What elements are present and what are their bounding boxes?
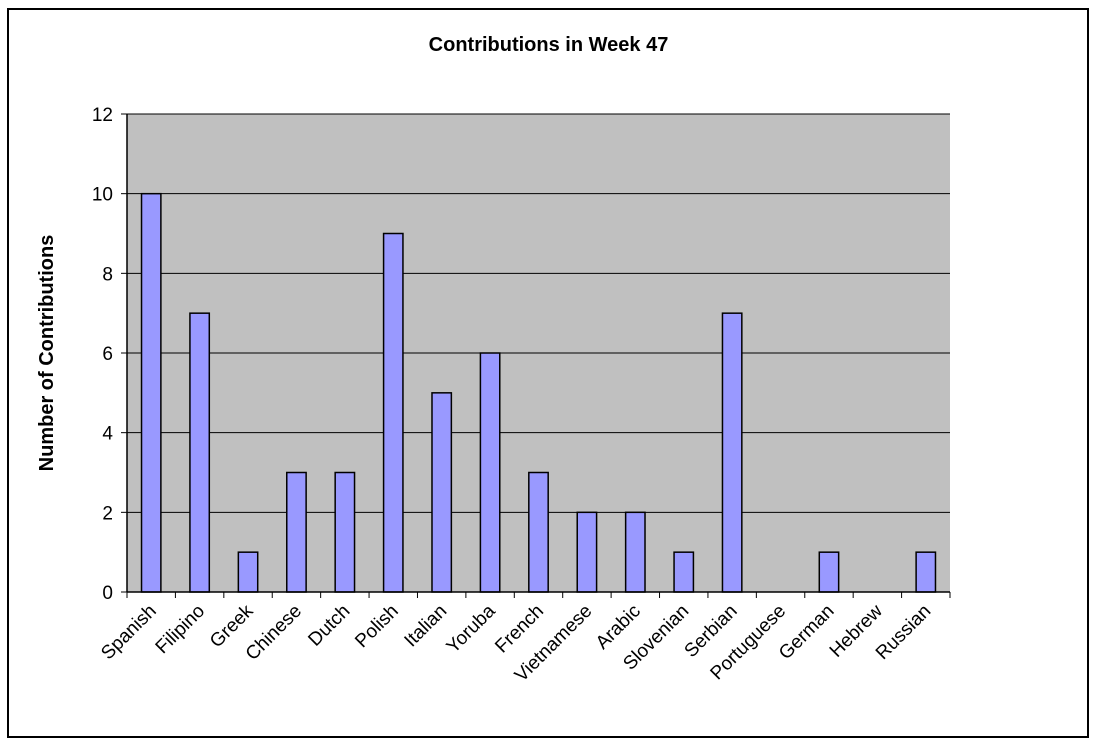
y-tick-label: 6 bbox=[102, 344, 113, 365]
y-tick-label: 10 bbox=[92, 185, 113, 206]
x-category-labels: SpanishFilipinoGreekChineseDutchPolishIt… bbox=[97, 600, 935, 686]
bar-german bbox=[818, 551, 840, 593]
bar-spanish bbox=[140, 192, 162, 593]
y-tick-labels: 0 2 4 6 8 10 12 bbox=[92, 105, 114, 604]
bar-dutch bbox=[334, 471, 356, 593]
y-tick-label: 12 bbox=[92, 105, 113, 126]
gridlines bbox=[127, 113, 950, 513]
x-category-label: Spanish bbox=[97, 601, 160, 664]
y-tick-label: 2 bbox=[102, 503, 113, 524]
x-category-label: Yoruba bbox=[443, 600, 500, 657]
y-tick-label: 8 bbox=[102, 264, 113, 285]
bar-arabic bbox=[624, 511, 646, 593]
bar-serbian bbox=[721, 312, 743, 593]
y-tick-label: 0 bbox=[102, 583, 113, 604]
x-category-label: Filipino bbox=[152, 601, 209, 658]
bar-filipino bbox=[189, 312, 211, 593]
x-category-label: Polish bbox=[351, 601, 402, 652]
x-category-label: Dutch bbox=[304, 601, 354, 651]
bar-chinese bbox=[286, 471, 307, 593]
bar-italian bbox=[431, 392, 453, 593]
axes bbox=[121, 113, 951, 598]
y-axis-title: Number of Contributions bbox=[36, 235, 58, 472]
bar-vietnamese bbox=[576, 511, 598, 593]
bar-polish bbox=[382, 232, 404, 593]
chart-title: Contributions in Week 47 bbox=[428, 34, 669, 56]
y-tick-label: 4 bbox=[102, 424, 113, 445]
bar-slovenian bbox=[673, 551, 695, 593]
bar-french bbox=[528, 471, 549, 593]
bar-greek bbox=[237, 551, 259, 593]
bar-yoruba bbox=[479, 352, 501, 593]
bar-russian bbox=[915, 551, 937, 593]
